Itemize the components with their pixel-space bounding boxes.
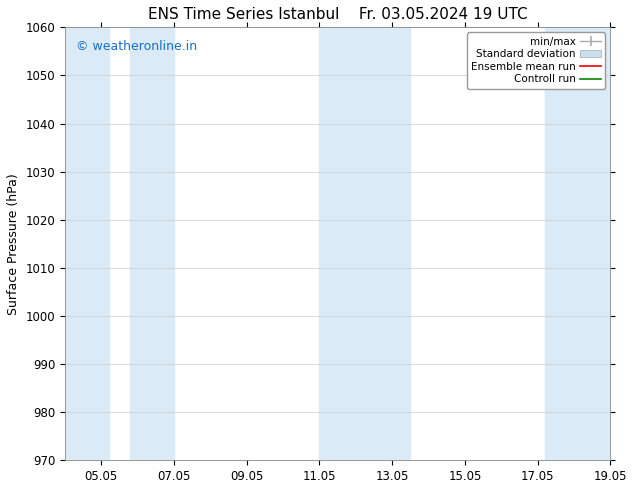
Legend: min/max, Standard deviation, Ensemble mean run, Controll run: min/max, Standard deviation, Ensemble me… — [467, 32, 605, 89]
Y-axis label: Surface Pressure (hPa): Surface Pressure (hPa) — [7, 173, 20, 315]
Bar — [65, 27, 108, 460]
Title: ENS Time Series Istanbul    Fr. 03.05.2024 19 UTC: ENS Time Series Istanbul Fr. 03.05.2024 … — [148, 7, 527, 22]
Text: © weatheronline.in: © weatheronline.in — [76, 40, 197, 53]
Bar — [374, 27, 410, 460]
Bar — [545, 27, 611, 460]
Bar — [131, 27, 174, 460]
Bar — [320, 27, 374, 460]
